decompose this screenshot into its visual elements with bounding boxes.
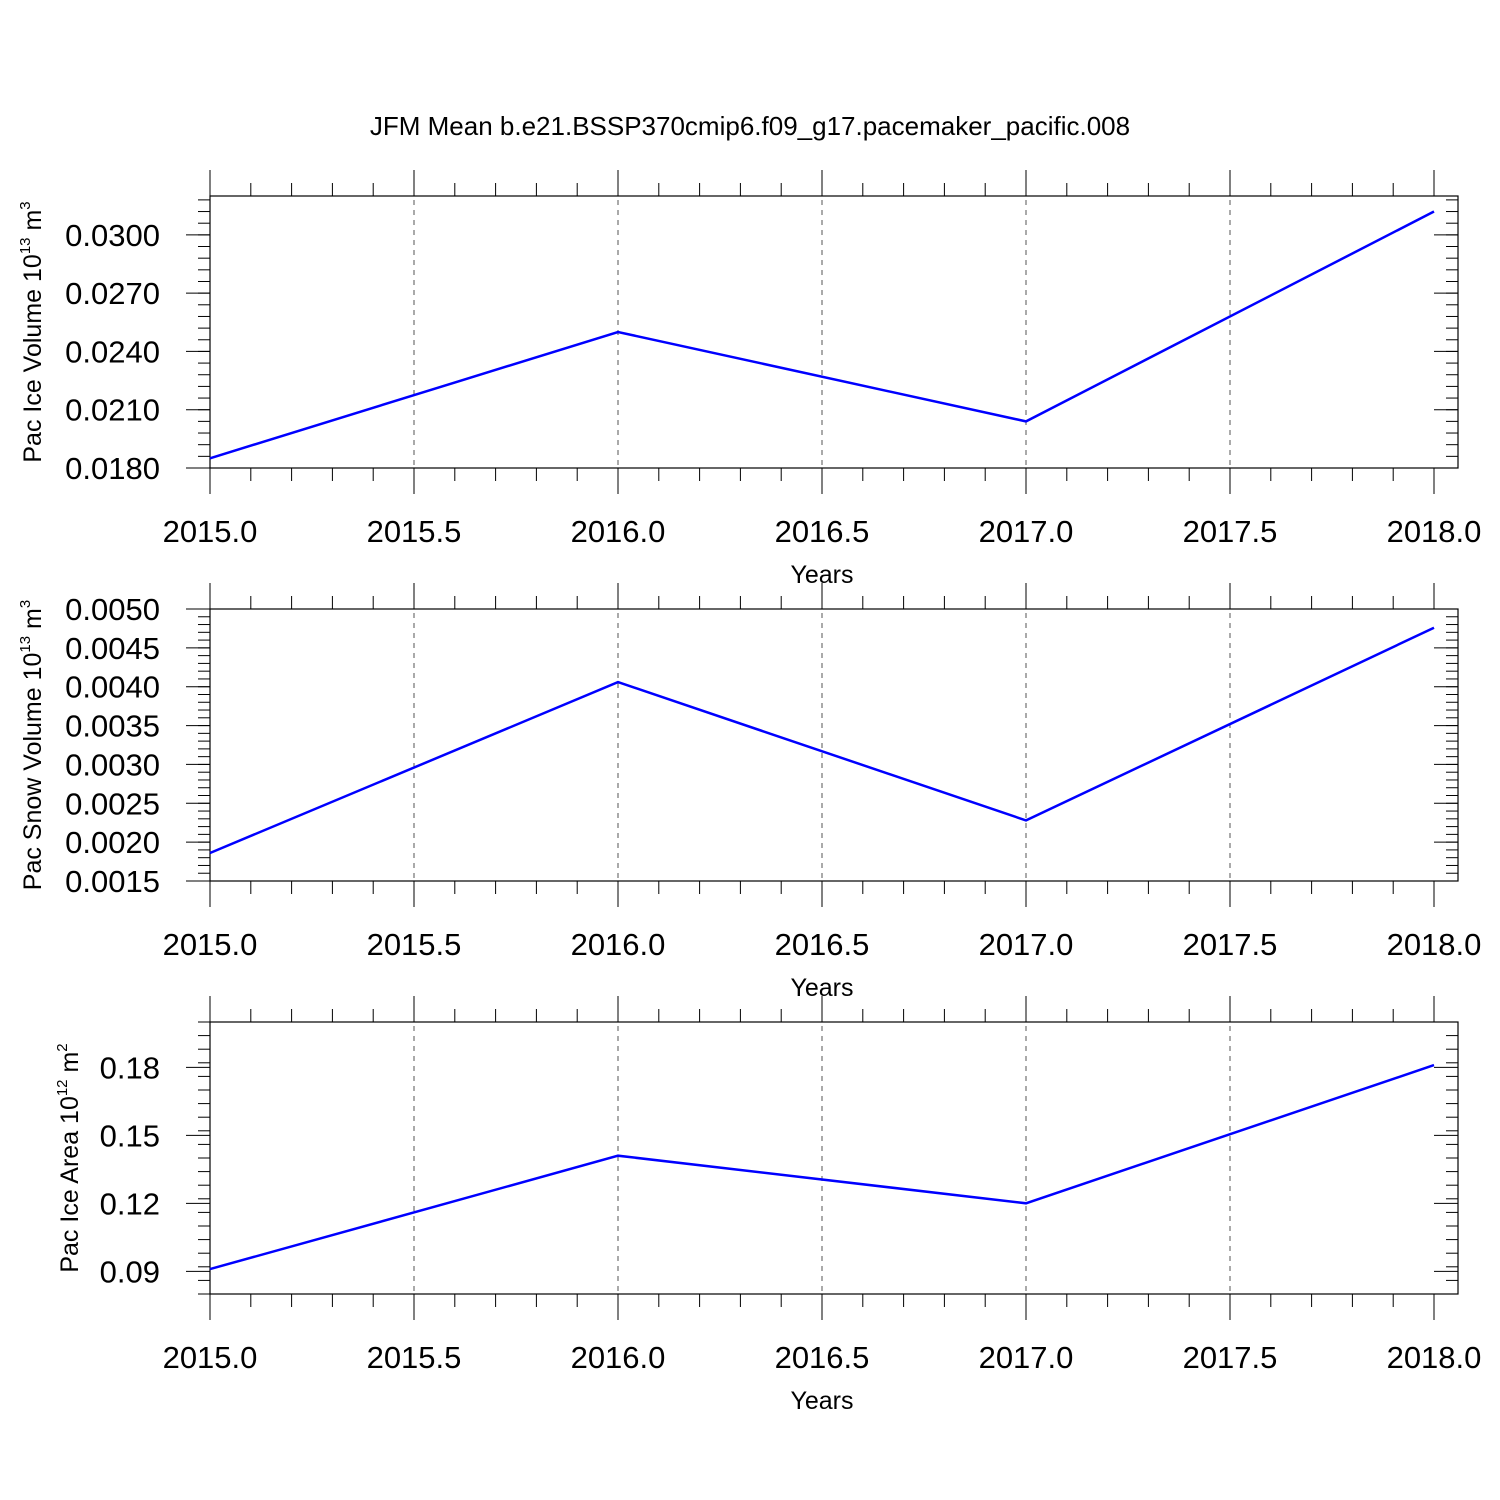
plot-frame [209, 608, 1459, 882]
x-tick-label: 2015.0 [163, 1340, 258, 1375]
y-tick-label: 0.0020 [65, 825, 160, 860]
x-axis-label: Years [790, 1387, 853, 1415]
x-tick-label: 2017.5 [1183, 927, 1278, 962]
y-tick-label: 0.0270 [65, 276, 160, 311]
x-tick-label: 2018.0 [1387, 1340, 1482, 1375]
panel-1: 0.0180 0.0210 0.0240 0.0270 0.0300 2015.0 2015… [17, 170, 1481, 589]
x-tick-label: 2016.0 [571, 927, 666, 962]
x-tick-label: 2015.5 [367, 1340, 462, 1375]
y-axis-label-exponent: 13 [17, 636, 34, 653]
x-tick-label: 2015.5 [367, 927, 462, 962]
x-tick-label: 2017.5 [1183, 1340, 1278, 1375]
x-tick-label: 2016.0 [571, 1340, 666, 1375]
y-tick-label: 0.0030 [65, 747, 160, 782]
x-tick-label: 2017.0 [979, 514, 1074, 549]
x-tick-label: 2015.0 [163, 514, 258, 549]
y-tick-label: 0.15 [100, 1118, 160, 1153]
y-tick-label: 0.0015 [65, 864, 160, 899]
y-axis-label-unit: m [19, 210, 47, 238]
x-tick-label: 2015.5 [367, 514, 462, 549]
x-tick-label: 2017.0 [979, 1340, 1074, 1375]
y-tick-label: 0.0035 [65, 709, 160, 744]
y-axis-label: Pac Ice Volume 1013 m3 [17, 201, 47, 462]
y-tick-label: 0.0025 [65, 786, 160, 821]
x-tick-label: 2016.5 [775, 927, 870, 962]
y-tick-label: 0.0300 [65, 218, 160, 253]
series-line-1 [209, 210, 1435, 460]
y-tick-label: 0.0050 [65, 592, 160, 627]
plot-frame [209, 195, 1459, 469]
y-axis-label-unit-exponent: 2 [54, 1043, 71, 1051]
y-axis-label-unit: m [19, 608, 47, 636]
x-tick-label: 2016.0 [571, 514, 666, 549]
y-axis-label-unit-exponent: 3 [17, 201, 34, 209]
y-tick-label: 0.0240 [65, 334, 160, 369]
y-tick-label: 0.0040 [65, 670, 160, 705]
y-axis-label: Pac Ice Area 1012 m2 [54, 1043, 84, 1272]
plot-frame [209, 1021, 1459, 1295]
y-tick-label: 0.0045 [65, 631, 160, 666]
y-tick-label: 0.09 [100, 1254, 160, 1289]
panels: 0.0180 0.0210 0.0240 0.0270 0.0300 2015.0 2015… [17, 170, 1481, 1415]
y-tick-label: 0.0180 [65, 451, 160, 486]
x-tick-label: 2018.0 [1387, 927, 1482, 962]
y-tick-label: 0.12 [100, 1186, 160, 1221]
y-axis-label-text: Pac Snow Volume 10 [19, 653, 47, 891]
x-tick-label: 2015.0 [163, 927, 258, 962]
panel-3: 0.09 0.12 0.15 0.18 2015.0 2015.5 2016.0 2016.5… [54, 996, 1481, 1415]
y-axis-label: Pac Snow Volume 1013 m3 [17, 600, 47, 890]
series-line-1 [209, 626, 1435, 855]
y-tick-label: 0.0210 [65, 393, 160, 428]
figure-title: JFM Mean b.e21.BSSP370cmip6.f09_g17.pace… [370, 111, 1130, 141]
y-tick-label: 0.18 [100, 1050, 160, 1085]
x-tick-label: 2016.5 [775, 514, 870, 549]
x-tick-label: 2016.5 [775, 1340, 870, 1375]
y-axis-label-text: Pac Ice Volume 10 [19, 254, 47, 462]
y-axis-label-exponent: 13 [17, 237, 34, 254]
y-axis-label-unit: m [56, 1052, 84, 1080]
series-line-1 [209, 1063, 1435, 1271]
y-axis-label-exponent: 12 [54, 1079, 71, 1096]
y-axis-label-unit-exponent: 3 [17, 600, 34, 608]
x-tick-label: 2017.5 [1183, 514, 1278, 549]
y-axis-label-text: Pac Ice Area 10 [56, 1096, 84, 1273]
x-tick-label: 2017.0 [979, 927, 1074, 962]
x-tick-label: 2018.0 [1387, 514, 1482, 549]
